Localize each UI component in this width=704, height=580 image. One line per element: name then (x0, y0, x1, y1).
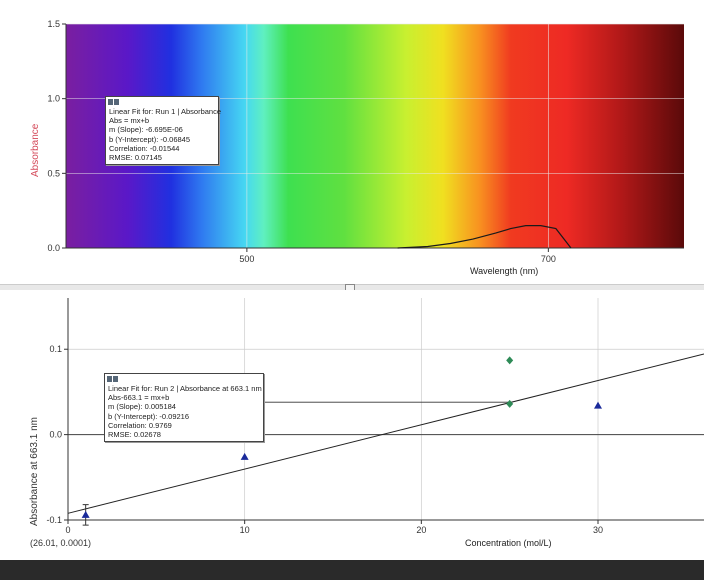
fit-line-2: Abs = mx+b (109, 116, 150, 126)
fit-line-6: RMSE: 0.07145 (109, 153, 162, 163)
data-point-triangle (240, 452, 249, 460)
fit-line-6: RMSE: 0.02678 (108, 430, 161, 440)
fit-line-4: b (Y-Intercept): -0.06845 (109, 134, 191, 144)
spectrum-plot[interactable]: 0.0 0.5 1.0 1.5 500 700 (0, 14, 704, 284)
calibration-x-tick-label: 30 (593, 525, 603, 535)
fit-line-1: Linear Fit for: Run 2 | Absorbance at 66… (108, 384, 262, 393)
data-point-diamond (506, 399, 514, 408)
spectrum-x-tick-label: 500 (239, 254, 254, 264)
fit-line-3: m (Slope): -6.695E-06 (109, 125, 183, 135)
calibration-y-tick-label: -0.1 (46, 515, 62, 525)
window-bottom-bar (0, 560, 704, 580)
calibration-x-tick-label: 20 (416, 525, 426, 535)
data-point-diamond (506, 356, 514, 365)
fit-line-2: Abs-663.1 = mx+b (108, 393, 170, 403)
calibration-y-axis-title: Absorbance at 663.1 nm (29, 417, 40, 526)
calibration-x-axis-title: Concentration (mol/L) (465, 538, 552, 548)
fit-line-4: b (Y-Intercept): -0.09216 (108, 411, 190, 421)
calibration-y-tick-label: 0.1 (49, 344, 62, 354)
data-point-triangle (594, 401, 602, 409)
fit-box-options-icon[interactable] (108, 98, 120, 105)
fit-box-options-icon[interactable] (107, 375, 119, 382)
calibration-x-tick-label: 0 (65, 525, 70, 535)
linear-fit-box-run1[interactable]: Linear Fit for: Run 1 | Absorbance Abs =… (105, 96, 222, 166)
spectrum-y-tick-label: 0.0 (47, 243, 60, 253)
calibration-x-tick-label: 10 (240, 525, 250, 535)
spectrum-x-tick-label: 700 (541, 254, 556, 264)
spectrum-y-axis-title: Absorbance (30, 123, 41, 177)
data-point-triangle (81, 510, 90, 518)
coordinate-readout: (26.01, 0.0001) (30, 538, 92, 548)
spectrum-y-tick-label: 1.5 (47, 19, 60, 29)
spectrum-absorbance-line (397, 225, 572, 249)
calibration-fit-line (67, 353, 704, 514)
spectrum-y-tick-label: 0.5 (47, 168, 60, 178)
linear-fit-box-run2[interactable]: Linear Fit for: Run 2 | Absorbance at 66… (104, 373, 264, 443)
calibration-y-tick-label: 0.0 (49, 430, 62, 440)
fit-line-5: Correlation: 0.9769 (108, 420, 172, 430)
spectrum-x-axis-title: Wavelength (nm) (470, 266, 539, 276)
fit-line-1: Linear Fit for: Run 1 | Absorbance (109, 107, 222, 116)
fit-line-3: m (Slope): 0.005184 (108, 402, 176, 412)
spectrum-y-tick-label: 1.0 (47, 94, 60, 104)
fit-line-5: Correlation: -0.01544 (109, 143, 180, 153)
spectrum-graph-panel[interactable]: 0.0 0.5 1.0 1.5 500 700 Absorbance Wavelength… (0, 14, 704, 284)
